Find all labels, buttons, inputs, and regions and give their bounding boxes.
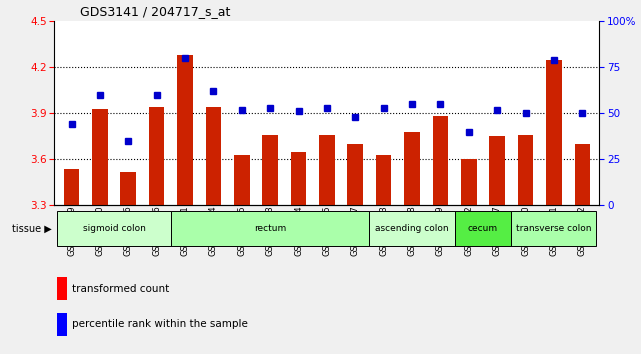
- Bar: [574, 144, 590, 205]
- Bar: [546, 59, 562, 205]
- Text: percentile rank within the sample: percentile rank within the sample: [72, 319, 248, 330]
- Text: GSM234917: GSM234917: [493, 205, 502, 256]
- FancyBboxPatch shape: [369, 211, 454, 246]
- Text: GSM234916: GSM234916: [124, 205, 133, 256]
- Bar: [63, 169, 79, 205]
- Bar: [177, 55, 193, 205]
- FancyBboxPatch shape: [57, 211, 171, 246]
- Bar: [461, 159, 477, 205]
- Text: transformed count: transformed count: [72, 284, 169, 293]
- Bar: [404, 132, 420, 205]
- Bar: [234, 155, 249, 205]
- Text: GSM234913: GSM234913: [379, 205, 388, 256]
- Text: GSM234918: GSM234918: [408, 205, 417, 256]
- Text: GSM234922: GSM234922: [578, 205, 587, 256]
- Bar: [92, 109, 108, 205]
- Text: cecum: cecum: [468, 224, 498, 233]
- Bar: [57, 277, 67, 300]
- Text: GSM234909: GSM234909: [67, 205, 76, 256]
- Bar: [347, 144, 363, 205]
- FancyBboxPatch shape: [512, 211, 597, 246]
- Bar: [149, 107, 165, 205]
- Text: ascending colon: ascending colon: [375, 224, 449, 233]
- Text: GSM234910: GSM234910: [96, 205, 104, 256]
- Text: GDS3141 / 204717_s_at: GDS3141 / 204717_s_at: [80, 5, 231, 18]
- FancyBboxPatch shape: [171, 211, 369, 246]
- Text: GSM234925: GSM234925: [322, 205, 331, 256]
- FancyBboxPatch shape: [454, 211, 512, 246]
- Text: sigmoid colon: sigmoid colon: [83, 224, 146, 233]
- Bar: [376, 155, 392, 205]
- Text: GSM234914: GSM234914: [209, 205, 218, 256]
- Text: GSM234923: GSM234923: [265, 205, 274, 256]
- Text: GSM234915: GSM234915: [237, 205, 246, 256]
- Text: GSM234927: GSM234927: [351, 205, 360, 256]
- Text: GSM234911: GSM234911: [181, 205, 190, 256]
- Text: GSM234921: GSM234921: [549, 205, 558, 256]
- Text: GSM234912: GSM234912: [464, 205, 473, 256]
- Bar: [262, 135, 278, 205]
- Text: tissue ▶: tissue ▶: [12, 223, 51, 233]
- Bar: [518, 135, 533, 205]
- Text: transverse colon: transverse colon: [516, 224, 592, 233]
- Text: GSM234924: GSM234924: [294, 205, 303, 256]
- Bar: [489, 136, 505, 205]
- Bar: [319, 135, 335, 205]
- Bar: [291, 152, 306, 205]
- Bar: [121, 172, 136, 205]
- Text: GSM234920: GSM234920: [521, 205, 530, 256]
- Bar: [57, 313, 67, 336]
- Text: GSM234919: GSM234919: [436, 205, 445, 256]
- Bar: [206, 107, 221, 205]
- Bar: [433, 116, 448, 205]
- Text: rectum: rectum: [254, 224, 287, 233]
- Text: GSM234926: GSM234926: [152, 205, 161, 256]
